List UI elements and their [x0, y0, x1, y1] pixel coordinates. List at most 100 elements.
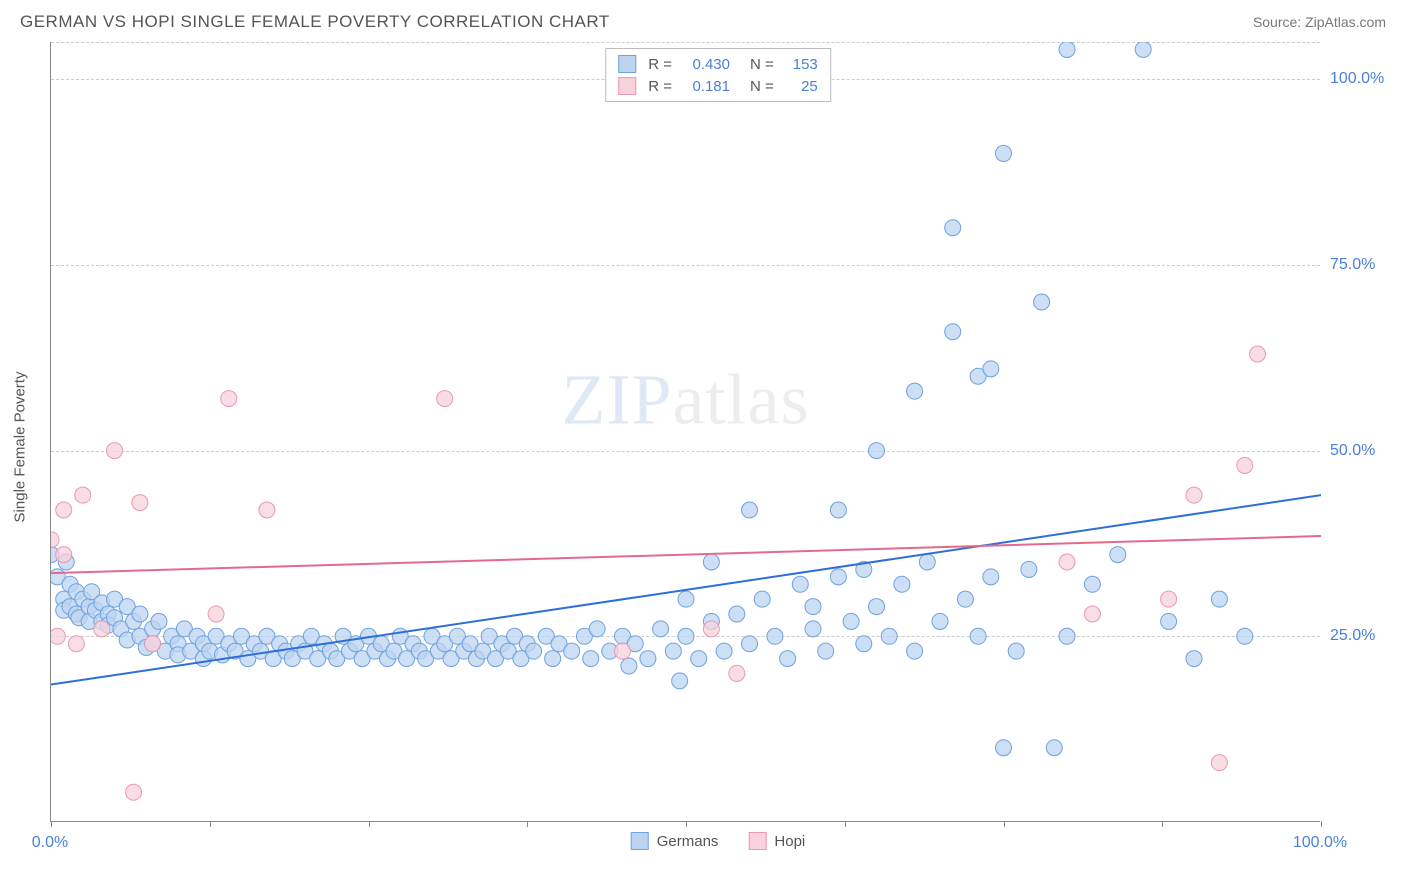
data-point [970, 628, 986, 644]
x-tick [1321, 821, 1322, 827]
data-point [983, 569, 999, 585]
x-tick-label: 0.0% [32, 834, 68, 852]
data-point [583, 651, 599, 667]
data-point [716, 643, 732, 659]
data-point [1084, 576, 1100, 592]
data-point [729, 606, 745, 622]
data-point [1021, 561, 1037, 577]
data-point [107, 443, 123, 459]
data-point [780, 651, 796, 667]
data-point [945, 324, 961, 340]
data-point [1059, 42, 1075, 57]
data-point [665, 643, 681, 659]
data-point [957, 591, 973, 607]
data-point [996, 740, 1012, 756]
legend-r-value: 0.181 [680, 78, 730, 95]
data-point [1059, 628, 1075, 644]
data-point [742, 636, 758, 652]
data-point [830, 502, 846, 518]
data-point [805, 621, 821, 637]
data-point [653, 621, 669, 637]
data-point [221, 391, 237, 407]
legend-n-label: N = [750, 56, 774, 73]
header: GERMAN VS HOPI SINGLE FEMALE POVERTY COR… [0, 0, 1406, 36]
legend-r-label: R = [648, 56, 672, 73]
data-point [56, 547, 72, 563]
legend-row: R = 0.430 N = 153 [618, 53, 818, 75]
legend-n-value: 153 [782, 56, 818, 73]
data-point [75, 487, 91, 503]
data-point [1211, 755, 1227, 771]
y-tick-label: 25.0% [1330, 627, 1375, 645]
data-point [1046, 740, 1062, 756]
scatter-svg [51, 42, 1321, 822]
data-point [259, 502, 275, 518]
data-point [1186, 651, 1202, 667]
data-point [1250, 346, 1266, 362]
data-point [1034, 294, 1050, 310]
data-point [132, 495, 148, 511]
data-point [869, 599, 885, 615]
legend-n-label: N = [750, 78, 774, 95]
data-point [703, 554, 719, 570]
data-point [132, 606, 148, 622]
legend-swatch [748, 832, 766, 850]
data-point [564, 643, 580, 659]
data-point [742, 502, 758, 518]
legend-r-label: R = [648, 78, 672, 95]
data-point [1059, 554, 1075, 570]
data-point [996, 145, 1012, 161]
data-point [805, 599, 821, 615]
data-point [615, 643, 631, 659]
data-point [983, 361, 999, 377]
correlation-legend: R =0.430N =153R =0.181N =25 [605, 48, 831, 102]
data-point [545, 651, 561, 667]
source-label: Source: ZipAtlas.com [1253, 14, 1386, 30]
data-point [1161, 613, 1177, 629]
data-point [672, 673, 688, 689]
legend-swatch [631, 832, 649, 850]
chart-container: Single Female Poverty ZIPatlas R =0.430N… [50, 42, 1386, 852]
data-point [818, 643, 834, 659]
bottom-legend-item: Germans [631, 832, 719, 850]
data-point [856, 636, 872, 652]
data-point [145, 636, 161, 652]
data-point [907, 643, 923, 659]
data-point [703, 621, 719, 637]
plot-area: ZIPatlas [50, 42, 1320, 822]
data-point [691, 651, 707, 667]
trend-line [51, 495, 1321, 684]
data-point [932, 613, 948, 629]
data-point [1135, 42, 1151, 57]
trend-line [51, 536, 1321, 573]
legend-swatch [618, 55, 636, 73]
data-point [1211, 591, 1227, 607]
data-point [1186, 487, 1202, 503]
data-point [437, 391, 453, 407]
data-point [792, 576, 808, 592]
data-point [881, 628, 897, 644]
bottom-legend: Germans Hopi [631, 832, 806, 850]
legend-swatch [618, 77, 636, 95]
chart-title: GERMAN VS HOPI SINGLE FEMALE POVERTY COR… [20, 12, 610, 32]
data-point [640, 651, 656, 667]
data-point [1110, 547, 1126, 563]
data-point [767, 628, 783, 644]
data-point [945, 220, 961, 236]
bottom-legend-label: Germans [657, 833, 719, 850]
data-point [1161, 591, 1177, 607]
data-point [1008, 643, 1024, 659]
data-point [907, 383, 923, 399]
y-tick-label: 100.0% [1330, 70, 1384, 88]
bottom-legend-item: Hopi [748, 832, 805, 850]
data-point [678, 628, 694, 644]
data-point [126, 784, 142, 800]
data-point [869, 443, 885, 459]
x-tick-label: 100.0% [1293, 834, 1347, 852]
data-point [678, 591, 694, 607]
legend-r-value: 0.430 [680, 56, 730, 73]
data-point [56, 502, 72, 518]
data-point [1237, 628, 1253, 644]
data-point [526, 643, 542, 659]
data-point [830, 569, 846, 585]
